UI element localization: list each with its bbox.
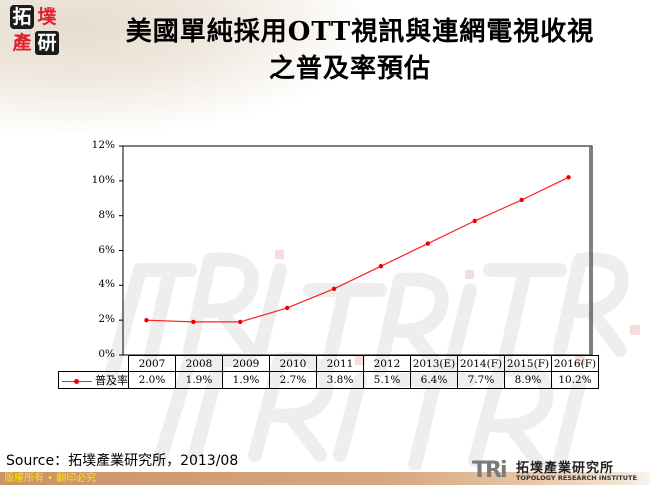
data-point-marker bbox=[519, 197, 524, 203]
data-point-marker bbox=[425, 241, 431, 246]
year-cell: 2010 bbox=[269, 355, 317, 372]
year-cell: 2015(F) bbox=[504, 355, 552, 372]
y-axis-ticks bbox=[119, 145, 123, 356]
y-tick-label: 8% bbox=[98, 208, 115, 221]
line-chart: 0% 2% 4% 6% 8% 10% 12% 2007 2008 2009 2010 201… bbox=[58, 139, 599, 389]
year-cell: 2011 bbox=[316, 355, 364, 372]
data-point-marker bbox=[144, 317, 149, 323]
legend-entry: 普及率 bbox=[58, 371, 129, 389]
year-cell: 2013(E) bbox=[410, 355, 458, 372]
org-name-english: TOPOLOGY RESEARCH INSTITUTE bbox=[516, 474, 637, 482]
logo-char: 墣 bbox=[37, 6, 57, 28]
data-point-marker bbox=[378, 263, 384, 269]
legend-label: 普及率 bbox=[95, 374, 128, 387]
data-table: 2007 2008 2009 2010 2011 2012 2013(E) 20… bbox=[58, 355, 599, 389]
copyright-notice: 版權所有 • 翻印必究 bbox=[4, 473, 97, 484]
year-cell: 2009 bbox=[222, 355, 270, 372]
value-cell: 2.7% bbox=[269, 371, 317, 389]
year-cell: 2014(F) bbox=[457, 355, 505, 372]
year-cell: 2016(F) bbox=[551, 355, 599, 372]
value-cell: 1.9% bbox=[175, 371, 223, 389]
value-cell: 8.9% bbox=[504, 371, 552, 389]
y-tick-label: 2% bbox=[98, 313, 115, 326]
value-cell: 5.1% bbox=[363, 371, 411, 389]
tri-logo-mark: TRi bbox=[472, 458, 507, 483]
year-cell: 2008 bbox=[175, 355, 223, 372]
year-cell: 2007 bbox=[128, 355, 176, 372]
data-point-marker bbox=[566, 175, 571, 180]
value-cell: 7.7% bbox=[457, 371, 505, 389]
y-tick-label: 4% bbox=[98, 278, 115, 291]
year-cell: 2012 bbox=[363, 355, 411, 372]
title-line-2: 之普及率預估 bbox=[268, 54, 431, 84]
data-point-marker bbox=[238, 319, 243, 325]
value-cell: 2.0% bbox=[128, 371, 176, 389]
data-table-corner bbox=[58, 355, 129, 372]
data-table-header-row: 2007 2008 2009 2010 2011 2012 2013(E) 20… bbox=[58, 355, 599, 372]
org-name-chinese: 拓墣產業研究所 bbox=[516, 461, 615, 476]
footer-bar bbox=[0, 472, 650, 485]
plot-area bbox=[119, 145, 593, 356]
company-logo: 拓 墣 產 研 bbox=[10, 5, 60, 55]
y-tick-label: 12% bbox=[91, 139, 115, 151]
data-point-marker bbox=[472, 218, 477, 224]
value-cell: 1.9% bbox=[222, 371, 270, 389]
y-tick-label: 6% bbox=[98, 243, 115, 256]
source-note: Source：拓墣產業研究所，2013/08 bbox=[6, 453, 239, 469]
legend-line-marker-icon bbox=[62, 378, 92, 384]
series-markers bbox=[144, 175, 571, 325]
data-point-marker bbox=[284, 305, 290, 311]
value-cell: 3.8% bbox=[316, 371, 364, 389]
logo-char: 研 bbox=[35, 31, 59, 55]
logo-char: 產 bbox=[12, 32, 32, 54]
data-point-marker bbox=[191, 319, 196, 325]
slide-title: 美國單純採用OTT視訊與連網電視收視 之普及率預估 bbox=[80, 14, 640, 88]
title-line-1: 美國單純採用OTT視訊與連網電視收視 bbox=[125, 17, 595, 47]
map-background bbox=[0, 0, 360, 130]
series-line-penetration-rate bbox=[146, 176, 569, 323]
data-table-value-row: 普及率 2.0% 1.9% 1.9% 2.7% 3.8% 5.1% 6.4% 7… bbox=[58, 371, 599, 389]
tri-institute-logo: TRi 拓墣產業研究所 TOPOLOGY RESEARCH INSTITUTE bbox=[472, 456, 647, 484]
data-point-marker bbox=[331, 286, 337, 292]
tri-mark-text: TRi bbox=[472, 458, 507, 483]
value-cell: 6.4% bbox=[410, 371, 458, 389]
y-tick-label: 10% bbox=[91, 173, 115, 186]
logo-char: 拓 bbox=[10, 5, 34, 29]
value-cell: 10.2% bbox=[551, 371, 599, 389]
